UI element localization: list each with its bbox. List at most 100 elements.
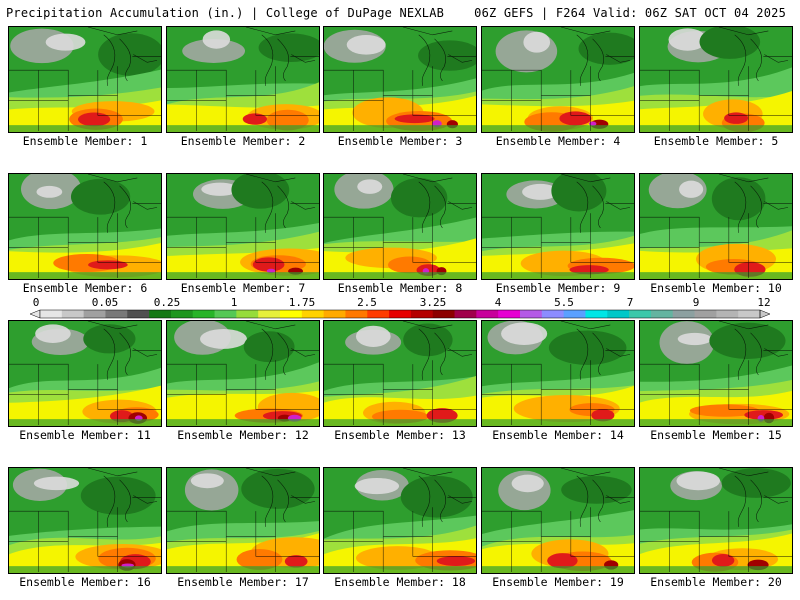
colorbar-swatch	[454, 310, 477, 318]
map-panel	[481, 26, 635, 133]
precip-map	[482, 27, 634, 132]
map-panel	[639, 467, 793, 574]
precip-map	[9, 321, 161, 426]
colorbar-swatch	[432, 310, 456, 318]
precip-colorbar: 0 0.05 0.25 1 1.75 2.5 3.25 4 5.5 7 9 12	[0, 296, 800, 320]
map-panel	[8, 467, 162, 574]
ensemble-member-label: Ensemble Member: 11	[19, 428, 151, 442]
precip-map	[324, 174, 476, 279]
precip-map	[640, 27, 792, 132]
colorbar-swatch	[716, 310, 739, 318]
ensemble-member-label: Ensemble Member: 17	[177, 575, 309, 589]
map-panel	[8, 173, 162, 280]
colorbar-swatch	[323, 310, 346, 318]
colorbar-swatch	[61, 310, 85, 318]
ensemble-member-label: Ensemble Member: 7	[180, 281, 306, 295]
colorbar-swatch	[694, 310, 717, 318]
colorbar-strip	[29, 309, 771, 319]
ensemble-member-label: Ensemble Member: 14	[492, 428, 624, 442]
colorbar-tick-label: 4	[494, 296, 502, 309]
map-panel	[323, 467, 477, 574]
precip-map	[9, 468, 161, 573]
colorbar-swatch	[170, 310, 194, 318]
colorbar-tick-label: 7	[626, 296, 634, 309]
precip-map	[324, 321, 476, 426]
ensemble-member-label: Ensemble Member: 15	[650, 428, 782, 442]
ensemble-member-label: Ensemble Member: 8	[337, 281, 463, 295]
colorbar-swatch	[629, 310, 652, 318]
precip-map	[167, 174, 319, 279]
colorbar-tick-label: 9	[692, 296, 700, 309]
colorbar-swatch	[672, 310, 696, 318]
colorbar-tick-label: 0.05	[91, 296, 119, 309]
colorbar-tick-label: 1	[230, 296, 238, 309]
colorbar-swatch	[367, 310, 390, 318]
ensemble-member-label: Ensemble Member: 20	[650, 575, 782, 589]
colorbar-swatch	[280, 310, 303, 318]
colorbar-tick-label: 2.5	[357, 296, 377, 309]
map-panel	[323, 320, 477, 427]
precip-map	[167, 321, 319, 426]
ensemble-member-label: Ensemble Member: 12	[177, 428, 309, 442]
colorbar-tick-label: 12	[757, 296, 771, 309]
colorbar-swatch	[236, 310, 259, 318]
model-run-info: 06Z GEFS | F264 Valid: 06Z SAT OCT 04 20…	[474, 6, 786, 20]
map-panel	[323, 26, 477, 133]
ensemble-member-label: Ensemble Member: 9	[495, 281, 621, 295]
colorbar-swatch	[149, 310, 172, 318]
colorbar-swatch	[192, 310, 216, 318]
map-panel	[481, 467, 635, 574]
colorbar-swatch	[214, 310, 237, 318]
ensemble-member-label: Ensemble Member: 19	[492, 575, 624, 589]
map-panel	[323, 173, 477, 280]
colorbar-swatch	[498, 310, 521, 318]
ensemble-member-label: Ensemble Member: 18	[334, 575, 466, 589]
colorbar-swatch	[650, 310, 674, 318]
map-panel	[166, 173, 320, 280]
precip-map	[9, 27, 161, 132]
colorbar-swatch	[563, 310, 586, 318]
colorbar-tick-label: 5.5	[554, 296, 574, 309]
precip-map	[640, 468, 792, 573]
colorbar-swatch	[389, 310, 412, 318]
precip-map	[482, 468, 634, 573]
colorbar-swatch	[585, 310, 608, 318]
precip-map	[167, 468, 319, 573]
colorbar-swatch	[83, 310, 106, 318]
precip-map	[640, 321, 792, 426]
colorbar-swatch	[301, 310, 325, 318]
colorbar-swatch	[410, 310, 434, 318]
ensemble-member-label: Ensemble Member: 5	[653, 134, 779, 148]
ensemble-member-label: Ensemble Member: 1	[22, 134, 148, 148]
ensemble-member-label: Ensemble Member: 13	[334, 428, 466, 442]
colorbar-swatch	[258, 310, 281, 318]
colorbar-swatch	[541, 310, 565, 318]
colorbar-swatch	[345, 310, 368, 318]
ensemble-member-label: Ensemble Member: 2	[180, 134, 306, 148]
map-title: Precipitation Accumulation (in.) | Colle…	[6, 6, 445, 20]
map-panel	[639, 26, 793, 133]
precip-map	[167, 27, 319, 132]
colorbar-tick-label: 0	[32, 296, 40, 309]
ensemble-member-label: Ensemble Member: 4	[495, 134, 621, 148]
colorbar-swatch	[520, 310, 543, 318]
map-panel	[639, 320, 793, 427]
colorbar-swatch	[40, 310, 63, 318]
ensemble-member-label: Ensemble Member: 10	[650, 281, 782, 295]
map-panel	[8, 320, 162, 427]
colorbar-swatch	[607, 310, 630, 318]
map-panel	[639, 173, 793, 280]
ensemble-member-label: Ensemble Member: 3	[337, 134, 463, 148]
colorbar-tick-label: 0.25	[153, 296, 181, 309]
colorbar-tick-label: 3.25	[419, 296, 447, 309]
map-panel	[481, 173, 635, 280]
precip-map	[9, 174, 161, 279]
colorbar-tick-label: 1.75	[288, 296, 316, 309]
precip-map	[324, 468, 476, 573]
map-panel	[166, 467, 320, 574]
precip-map	[482, 321, 634, 426]
colorbar-swatch	[476, 310, 499, 318]
header: Precipitation Accumulation (in.) | Colle…	[0, 0, 800, 26]
colorbar-swatch	[127, 310, 150, 318]
precip-map	[482, 174, 634, 279]
